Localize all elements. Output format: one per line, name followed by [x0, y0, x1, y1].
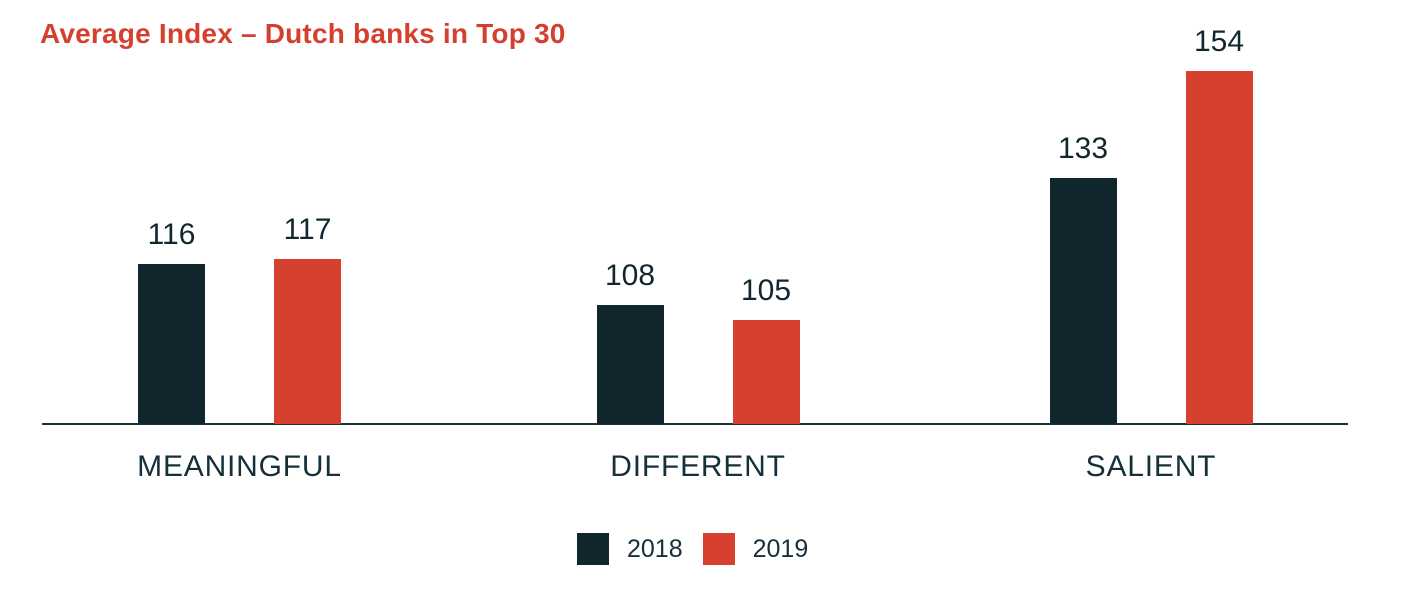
bar-2019-meaningful — [274, 258, 341, 424]
legend-label-2018: 2018 — [627, 534, 683, 563]
chart-title: Average Index – Dutch banks in Top 30 — [40, 18, 566, 49]
value-label-2018-different: 108 — [604, 258, 656, 292]
legend-label-2019: 2019 — [752, 534, 809, 563]
bar-2019-salient — [1185, 70, 1253, 424]
category-label-salient: SALIENT — [1085, 450, 1217, 483]
category-label-meaningful: MEANINGFUL — [137, 450, 342, 483]
value-label-2019-salient: 154 — [1193, 24, 1245, 58]
x-axis-line — [42, 423, 1348, 425]
value-label-2019-different: 105 — [740, 273, 792, 307]
bar-2018-different — [596, 304, 664, 424]
bar-2018-meaningful — [138, 263, 205, 424]
value-label-2018-meaningful: 116 — [147, 217, 196, 251]
legend: 2018 2019 — [577, 533, 808, 565]
bar-2018-salient — [1049, 177, 1117, 424]
value-label-2018-salient: 133 — [1057, 131, 1109, 165]
legend-item-2019: 2019 — [702, 533, 809, 565]
bar-2019-different — [732, 319, 800, 424]
legend-swatch-2018 — [577, 533, 609, 565]
category-label-different: DIFFERENT — [610, 450, 786, 483]
legend-swatch-2019 — [702, 533, 735, 565]
value-label-2019-meaningful: 117 — [283, 212, 332, 246]
legend-item-2018: 2018 — [577, 533, 683, 565]
